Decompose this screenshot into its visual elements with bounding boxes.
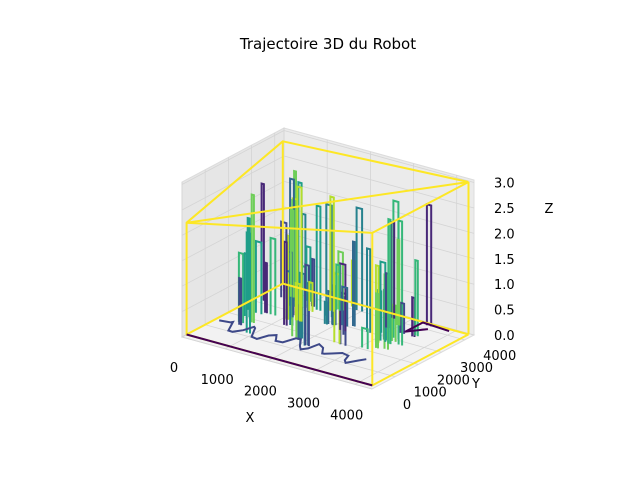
grid-z-back: [283, 155, 475, 209]
grid-y-floor: [205, 324, 396, 378]
trajectory-band: [341, 285, 349, 327]
grid-z-back: [283, 206, 475, 260]
trajectory-band: [238, 276, 243, 326]
chart-title: Trajectoire 3D du Robot: [239, 35, 416, 53]
x-axis-label: X: [246, 411, 255, 426]
trajectory-band: [366, 247, 372, 333]
z-tick-label: 1.0: [494, 278, 515, 293]
trajectory-band: [296, 185, 303, 322]
grid-z-back: [283, 181, 475, 234]
z-tick-label: 2.5: [494, 202, 515, 217]
trajectory-band: [387, 217, 392, 345]
z-tick-label: 1.5: [494, 253, 515, 268]
y-tick-label: 3000: [460, 361, 493, 376]
z-tick-label: 2.0: [494, 227, 515, 242]
trajectory-segment: [404, 321, 450, 333]
tick-labels: 01000200030004000010002000300040000.00.5…: [170, 177, 516, 424]
grid-z-side: [181, 181, 285, 236]
trajectory-band: [396, 238, 401, 326]
x-tick-label: 1000: [201, 373, 234, 388]
trajectory-band: [352, 240, 356, 327]
z-tick-label: 0.5: [494, 304, 515, 319]
x-tick-label: 4000: [330, 408, 363, 423]
z-tick-label: 3.0: [494, 177, 515, 192]
y-tick-label: 4000: [483, 349, 516, 364]
trajectory-band: [329, 195, 335, 312]
grid-z-side: [181, 231, 285, 287]
y-tick-label: 2000: [437, 374, 470, 389]
grid-z-side: [181, 130, 285, 185]
trajectory-band: [254, 239, 263, 315]
trajectory-band: [414, 258, 419, 337]
trajectory-vertical-bands: [219, 169, 433, 364]
trajectory-band: [250, 193, 255, 323]
x-tick-label: 2000: [244, 385, 277, 400]
trajectory-band: [264, 261, 268, 314]
y-tick-label: 1000: [414, 386, 447, 401]
x-tick-label: 0: [170, 361, 178, 376]
trajectory-band: [325, 202, 333, 318]
trajectory-band: [355, 206, 364, 312]
y-axis-label: Y: [471, 377, 480, 392]
grid-y-floor: [228, 312, 419, 365]
trajectory-band: [305, 244, 312, 302]
trajectory-band: [425, 202, 433, 327]
trajectory-band: [361, 326, 369, 350]
grid-z-side: [181, 206, 285, 262]
trajectory-band: [375, 292, 379, 349]
grid-z-back: [283, 231, 475, 285]
trajectory-floor-path: [219, 319, 367, 364]
y-tick-label: 0: [403, 398, 411, 413]
trajectory-band: [289, 208, 295, 298]
trajectory-segment: [186, 181, 469, 224]
trajectory-band: [269, 236, 277, 316]
grid-z-back: [283, 130, 475, 183]
grid-y-floor: [181, 336, 373, 390]
trajectory-band: [308, 280, 314, 312]
trajectory-band: [335, 263, 341, 311]
z-tick-label: 0.0: [494, 329, 515, 344]
trajectory-band: [337, 249, 344, 311]
trajectory-band: [399, 301, 406, 334]
z-axis-label: Z: [545, 202, 554, 217]
trajectory-band: [243, 252, 251, 318]
trajectory-series: [185, 140, 470, 387]
x-tick-label: 3000: [287, 397, 320, 412]
trajectory-band: [323, 300, 328, 325]
trajectory-band: [315, 204, 322, 311]
trajectory-segment: [186, 333, 373, 387]
